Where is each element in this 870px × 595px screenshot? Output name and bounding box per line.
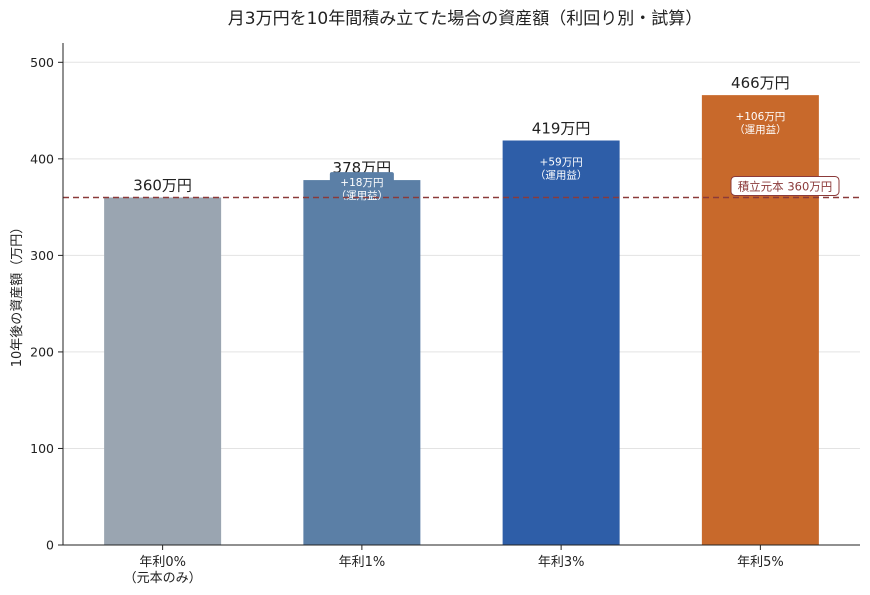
bar — [104, 197, 222, 545]
y-tick-label: 100 — [30, 441, 54, 456]
x-category-label: 年利3% — [538, 555, 585, 570]
bar-gain-label: +18万円（運用益） — [336, 177, 389, 202]
gain-box — [329, 172, 394, 183]
bar-value-label: 360万円 — [133, 176, 192, 194]
bar — [701, 95, 819, 545]
bar-value-label: 419万円 — [532, 120, 591, 138]
bar — [502, 140, 620, 545]
x-category-label: 年利5% — [737, 555, 784, 570]
y-tick-label: 500 — [30, 55, 54, 70]
bar-gain-label: +59万円（運用益） — [535, 157, 588, 182]
reference-label-box — [730, 175, 840, 196]
y-tick-label: 400 — [30, 151, 54, 166]
chart-title: 月3万円を10年間積み立てた場合の資産額（利回り別・試算） — [228, 9, 702, 29]
reference-line-label: 積立元本 360万円 — [738, 179, 833, 193]
y-axis-label: 10年後の資産額（万円） — [9, 221, 25, 368]
y-tick-label: 0 — [46, 538, 54, 553]
y-tick-label: 200 — [30, 344, 54, 359]
y-tick-label: 300 — [30, 248, 54, 263]
bar-gain-label: +106万円（運用益） — [734, 111, 787, 136]
x-category-label: 年利0%（元本のみ） — [124, 555, 202, 586]
bar — [303, 180, 421, 546]
bar-value-label: 466万円 — [731, 74, 790, 92]
x-category-label: 年利1% — [339, 555, 386, 570]
